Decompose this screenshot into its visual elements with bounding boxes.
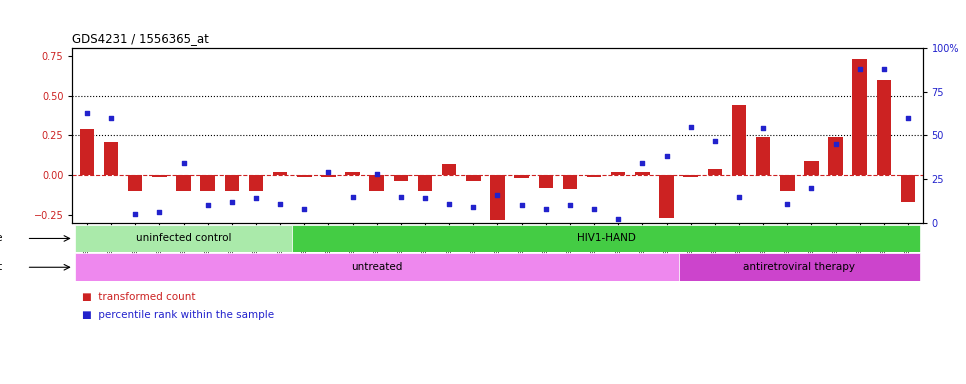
Text: disease state: disease state bbox=[0, 233, 3, 243]
Point bbox=[852, 66, 867, 72]
Bar bbox=[611, 172, 626, 175]
Bar bbox=[75, 225, 292, 252]
Bar bbox=[877, 80, 892, 175]
Bar bbox=[394, 175, 409, 181]
Bar bbox=[418, 175, 433, 191]
Point bbox=[900, 115, 916, 121]
Point bbox=[200, 202, 215, 208]
Bar bbox=[636, 172, 650, 175]
Bar bbox=[128, 175, 143, 191]
Bar bbox=[321, 175, 336, 177]
Bar bbox=[153, 175, 167, 177]
Point bbox=[611, 216, 626, 222]
Point bbox=[635, 160, 650, 166]
Point bbox=[224, 199, 240, 205]
Point bbox=[586, 206, 602, 212]
Text: ■  transformed count: ■ transformed count bbox=[82, 292, 195, 302]
Bar bbox=[587, 175, 601, 177]
Bar bbox=[660, 175, 674, 218]
Point bbox=[369, 171, 384, 177]
Point bbox=[707, 137, 723, 144]
Point bbox=[514, 202, 529, 208]
Point bbox=[321, 169, 336, 175]
Bar bbox=[515, 175, 529, 178]
Text: antiretroviral therapy: antiretroviral therapy bbox=[744, 262, 855, 272]
Point bbox=[393, 194, 409, 200]
Bar bbox=[369, 175, 384, 191]
Point bbox=[297, 206, 312, 212]
Bar bbox=[805, 161, 819, 175]
Point bbox=[731, 194, 747, 200]
Point bbox=[152, 209, 167, 215]
Bar bbox=[684, 175, 698, 177]
Point bbox=[755, 125, 771, 131]
Point bbox=[128, 211, 143, 217]
Bar bbox=[442, 164, 457, 175]
Point bbox=[490, 192, 505, 198]
Point bbox=[248, 195, 264, 201]
Bar bbox=[292, 225, 921, 252]
Text: untreated: untreated bbox=[351, 262, 403, 272]
Point bbox=[466, 204, 481, 210]
Bar bbox=[829, 137, 843, 175]
Bar bbox=[177, 175, 191, 191]
Bar bbox=[901, 175, 916, 202]
Bar bbox=[756, 137, 771, 175]
Point bbox=[345, 194, 360, 200]
Text: HIV1-HAND: HIV1-HAND bbox=[577, 233, 636, 243]
Point bbox=[441, 200, 457, 207]
Point bbox=[659, 153, 674, 159]
Bar bbox=[732, 105, 747, 175]
Bar bbox=[201, 175, 215, 191]
Bar bbox=[563, 175, 578, 189]
Point bbox=[683, 124, 698, 130]
Point bbox=[828, 141, 843, 147]
Bar bbox=[467, 175, 481, 181]
Point bbox=[780, 200, 795, 207]
Bar bbox=[678, 253, 921, 281]
Point bbox=[538, 206, 554, 212]
Bar bbox=[491, 175, 505, 220]
Point bbox=[562, 202, 578, 208]
Point bbox=[79, 109, 95, 116]
Bar bbox=[539, 175, 554, 188]
Bar bbox=[249, 175, 263, 191]
Point bbox=[176, 160, 191, 166]
Bar bbox=[75, 253, 678, 281]
Point bbox=[417, 195, 433, 201]
Point bbox=[103, 115, 119, 121]
Bar bbox=[80, 129, 95, 175]
Text: GDS4231 / 1556365_at: GDS4231 / 1556365_at bbox=[72, 32, 210, 45]
Text: uninfected control: uninfected control bbox=[136, 233, 231, 243]
Bar bbox=[853, 59, 867, 175]
Point bbox=[876, 66, 892, 72]
Point bbox=[804, 185, 819, 191]
Bar bbox=[298, 175, 312, 177]
Bar bbox=[346, 172, 360, 175]
Bar bbox=[273, 172, 288, 175]
Text: ■  percentile rank within the sample: ■ percentile rank within the sample bbox=[82, 310, 274, 319]
Bar bbox=[225, 175, 240, 191]
Bar bbox=[781, 175, 795, 191]
Point bbox=[272, 200, 288, 207]
Bar bbox=[104, 142, 119, 175]
Text: agent: agent bbox=[0, 262, 3, 272]
Bar bbox=[708, 169, 723, 175]
